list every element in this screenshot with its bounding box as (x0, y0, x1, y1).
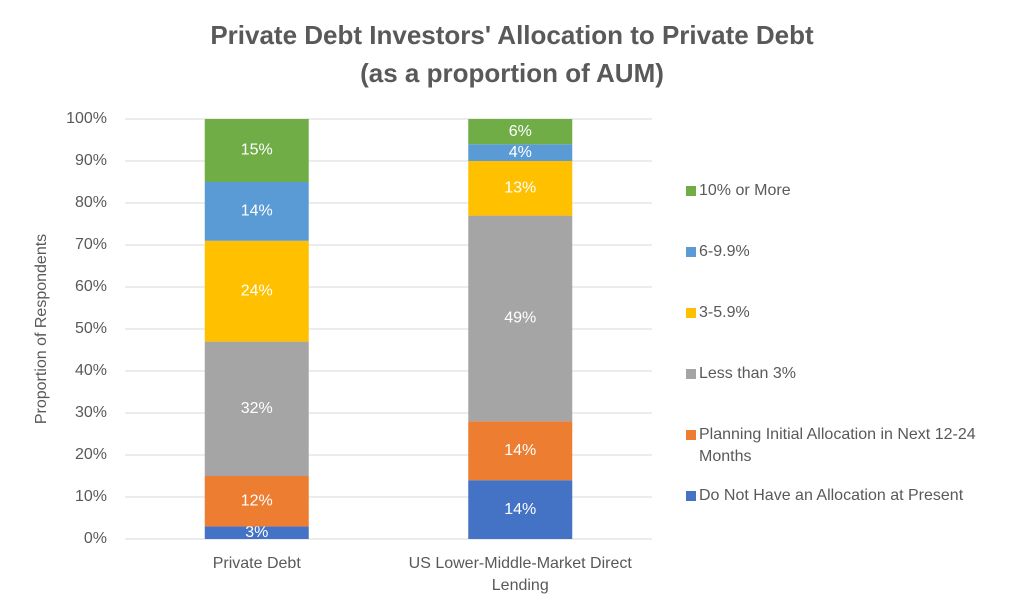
y-tick-label: 70% (75, 236, 107, 253)
bar-segment (204, 476, 309, 527)
data-label: 24% (241, 282, 273, 299)
y-tick-label: 30% (75, 404, 107, 421)
data-label: 3% (245, 524, 268, 541)
y-tick-label: 0% (84, 530, 107, 547)
legend-label: 6-9.9% (699, 243, 750, 260)
legend-label: 10% or More (699, 182, 791, 199)
bar-segment (468, 144, 573, 161)
legend-label: Planning Initial Allocation in Next 12-2… (699, 426, 976, 465)
y-tick-label: 90% (75, 152, 107, 169)
chart-title: Private Debt Investors' Allocation to Pr… (210, 20, 814, 50)
legend-marker (686, 369, 696, 379)
legend-label: Do Not Have an Allocation at Present (699, 487, 964, 504)
data-label: 49% (504, 310, 536, 327)
data-label: 14% (241, 203, 273, 220)
bar-segment (204, 119, 309, 182)
y-tick-label: 10% (75, 488, 107, 505)
legend-marker (686, 186, 696, 196)
bar-segment (468, 480, 573, 539)
bar-segment (204, 182, 309, 241)
chart-subtitle: (as a proportion of AUM) (360, 58, 664, 88)
x-tick-label: Private Debt (212, 555, 301, 572)
bar-segment (468, 161, 573, 216)
y-tick-label: 60% (75, 278, 107, 295)
legend-marker (686, 247, 696, 257)
data-label: 32% (241, 400, 273, 417)
legend-marker (686, 430, 696, 440)
bar-segment (204, 341, 309, 476)
y-tick-label: 80% (75, 194, 107, 211)
y-tick-label: 100% (66, 110, 107, 127)
data-label: 6% (509, 123, 532, 140)
bar-segment (468, 119, 573, 145)
y-tick-label: 40% (75, 362, 107, 379)
bar-segment (468, 215, 573, 422)
legend-marker (686, 491, 696, 501)
bar-segment (204, 240, 309, 342)
data-label: 4% (509, 144, 532, 161)
y-tick-label: 20% (75, 446, 107, 463)
data-label: 15% (241, 142, 273, 159)
data-label: 14% (504, 501, 536, 518)
legend-label: 3-5.9% (699, 304, 750, 321)
data-label: 12% (241, 492, 273, 509)
legend-marker (686, 308, 696, 318)
y-axis-label: Proportion of Respondents (33, 234, 50, 424)
bar-segment (204, 526, 309, 539)
x-tick-label: US Lower-Middle-Market Direct Lending (408, 555, 632, 594)
legend-label: Less than 3% (699, 365, 796, 382)
data-label: 13% (504, 180, 536, 197)
bar-segment (468, 421, 573, 481)
y-tick-label: 50% (75, 320, 107, 337)
data-label: 14% (504, 442, 536, 459)
